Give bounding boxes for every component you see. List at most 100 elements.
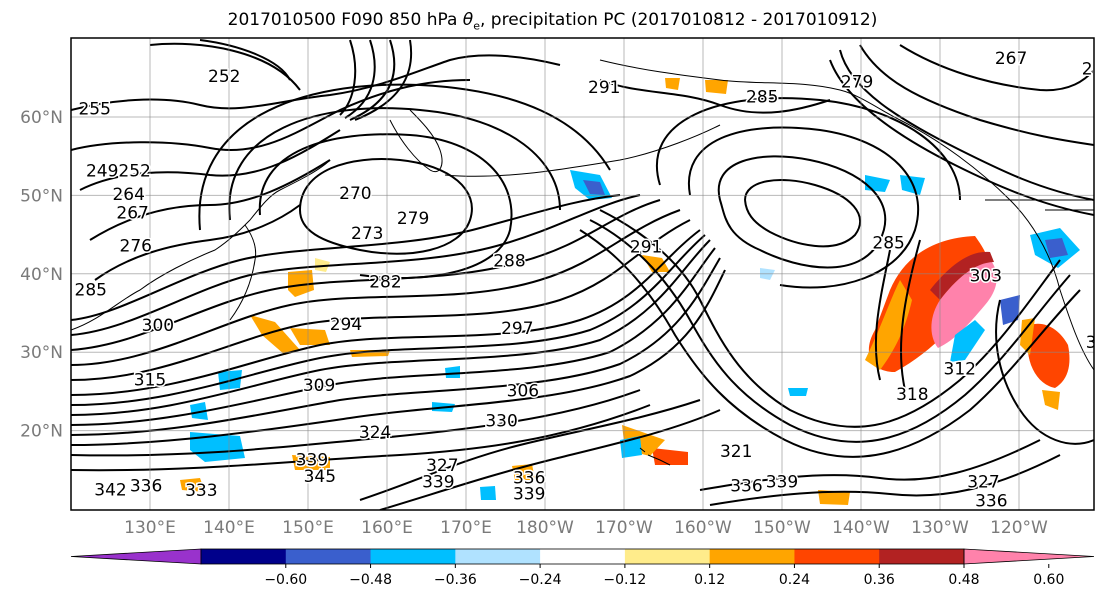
latitude-label: 50°N [20, 186, 63, 206]
contour-label: 249252 [86, 161, 151, 181]
contour-line [228, 107, 561, 221]
contour-line [71, 269, 726, 446]
shade-orange-misc-5 [1042, 390, 1060, 410]
coastline-asia [71, 159, 331, 331]
contour-line [687, 126, 920, 289]
contour-label: 273 [351, 224, 383, 244]
colorbar-segment [285, 549, 372, 564]
graticule-grid [71, 38, 1094, 510]
colorbar-tick-label: 0.36 [864, 572, 895, 588]
contour-line [71, 219, 691, 381]
contour-label: 306 [507, 382, 539, 402]
contour-line [874, 239, 921, 391]
contour-line [89, 159, 331, 241]
contour-label: 336 [730, 476, 762, 496]
colorbar-tick-label: −0.48 [349, 572, 392, 588]
longitude-label: 150°W [753, 518, 811, 538]
contour-line [579, 229, 1081, 458]
colorbar-tick-label: 0.60 [1033, 572, 1064, 588]
colorbar-tick-label: −0.60 [264, 572, 307, 588]
coastline-na-west [899, 119, 1094, 371]
contour-line [71, 239, 711, 416]
contour-line [198, 83, 611, 231]
shade-orange-s-3 [292, 455, 330, 470]
colorbar-extend-high [963, 548, 1095, 565]
contour-label: 255 [78, 99, 110, 119]
contour-line [79, 129, 341, 191]
coastline-hawaii [639, 447, 671, 466]
colorbar-segment [201, 549, 287, 564]
contour-line [199, 39, 291, 81]
shade-orange-s-1 [818, 490, 850, 505]
longitude-label: 160°E [361, 518, 413, 538]
contour-label: 327 [426, 456, 458, 476]
contour-label: 330 [485, 411, 517, 431]
contour-line [299, 158, 473, 255]
contour-label: 342 [94, 480, 126, 500]
shade-blue-w-3 [190, 432, 245, 462]
contour-label: 282 [369, 273, 401, 293]
colorbar-tick-label: −0.12 [603, 572, 646, 588]
colorbar-outline [200, 548, 965, 565]
shade-orange-misc-4 [180, 478, 205, 492]
contour-label: 285 [872, 233, 904, 253]
shade-blue-misc-1 [480, 486, 496, 500]
contour-line [839, 49, 1094, 201]
coastline-alaska [599, 59, 901, 121]
contour-line [859, 44, 1094, 146]
title-theta-subscript: e [473, 19, 480, 33]
longitude-label: 160°W [674, 518, 732, 538]
contour-line [71, 194, 641, 336]
shade-blue-mid-4 [788, 388, 808, 396]
shade-blue-east-1 [950, 320, 985, 362]
contour-label: 315 [134, 371, 166, 391]
border-canada-us [985, 199, 1094, 211]
contour-line [599, 79, 831, 114]
shade-yellow-w [315, 258, 330, 272]
longitude-label: 130°E [124, 518, 176, 538]
theta-e-contours [71, 39, 1094, 510]
contour-label: 327 [967, 473, 999, 493]
contour-label: 297 [501, 319, 533, 339]
contour-line [71, 209, 681, 366]
contour-label: 339 [422, 473, 454, 493]
contour-label: 261 [1082, 59, 1105, 79]
longitude-labels: 130°E 140°E 150°E 160°E 170°E 180°W 170°W 160°W… [124, 518, 1048, 538]
map-plot-area: 2552522492522642672762852702792732822943… [20, 37, 1105, 538]
contour-label: 336 [513, 469, 545, 489]
shade-blue-north-4b [1045, 238, 1068, 258]
longitude-label: 180°W [516, 518, 574, 538]
contour-label: 294 [330, 315, 362, 335]
title-suffix: , precipitation PC (2017010812 - 2017010… [479, 10, 878, 30]
shade-orange-ne-2 [665, 78, 680, 90]
contour-label: 276 [120, 237, 152, 257]
longitude-label: 150°E [282, 518, 334, 538]
contour-label: 279 [841, 73, 873, 93]
colorbar-extend-low [70, 548, 202, 565]
contour-line [717, 155, 887, 269]
contour-label: 318 [896, 385, 928, 405]
contour-label: 285 [746, 88, 778, 108]
contour-label: 336 [975, 491, 1007, 511]
contour-label: 291 [588, 78, 620, 98]
contour-line [71, 247, 716, 426]
contour-label: 300 [142, 316, 174, 336]
coastline-aleutians [444, 124, 721, 177]
shade-red-rim [930, 251, 994, 300]
contour-label: 312 [944, 360, 976, 380]
colorbar-segment [879, 549, 965, 564]
contour-label: 312 [1098, 425, 1105, 445]
shade-orange-ne [705, 80, 728, 94]
latitude-label: 30°N [20, 343, 63, 363]
contour-label: 267 [116, 204, 148, 224]
contour-label: 345 [304, 467, 336, 487]
contour-line [94, 204, 301, 281]
contour-label: 267 [995, 49, 1027, 69]
longitude-label: 130°W [911, 518, 969, 538]
contour-line [71, 234, 706, 406]
shade-orange-se [1028, 323, 1070, 388]
map-title: 2017010500 F090 850 hPa θe, precipitatio… [0, 10, 1105, 32]
colorbar-segment [794, 549, 880, 564]
shade-orange-w-2 [250, 315, 300, 355]
